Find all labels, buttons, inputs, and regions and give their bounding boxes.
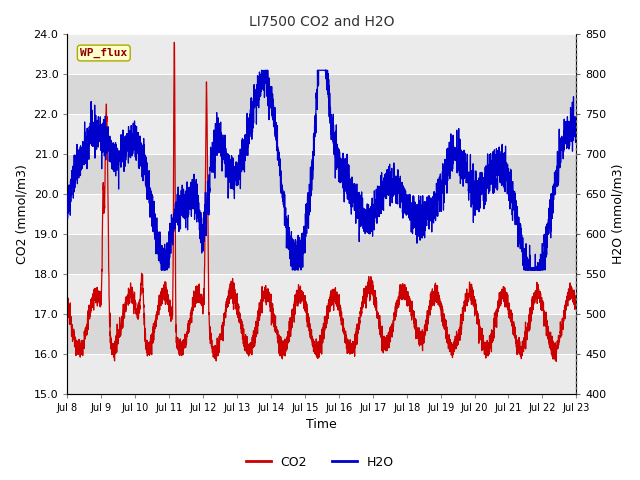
Text: WP_flux: WP_flux xyxy=(80,48,127,58)
Title: LI7500 CO2 and H2O: LI7500 CO2 and H2O xyxy=(249,15,395,29)
Bar xyxy=(67,354,576,394)
Bar xyxy=(67,194,576,234)
X-axis label: Time: Time xyxy=(307,419,337,432)
Y-axis label: H2O (mmol/m3): H2O (mmol/m3) xyxy=(612,164,625,264)
Y-axis label: CO2 (mmol/m3): CO2 (mmol/m3) xyxy=(15,164,28,264)
Bar xyxy=(67,35,576,74)
Bar xyxy=(67,114,576,154)
Bar xyxy=(67,274,576,314)
Legend: CO2, H2O: CO2, H2O xyxy=(241,451,399,474)
